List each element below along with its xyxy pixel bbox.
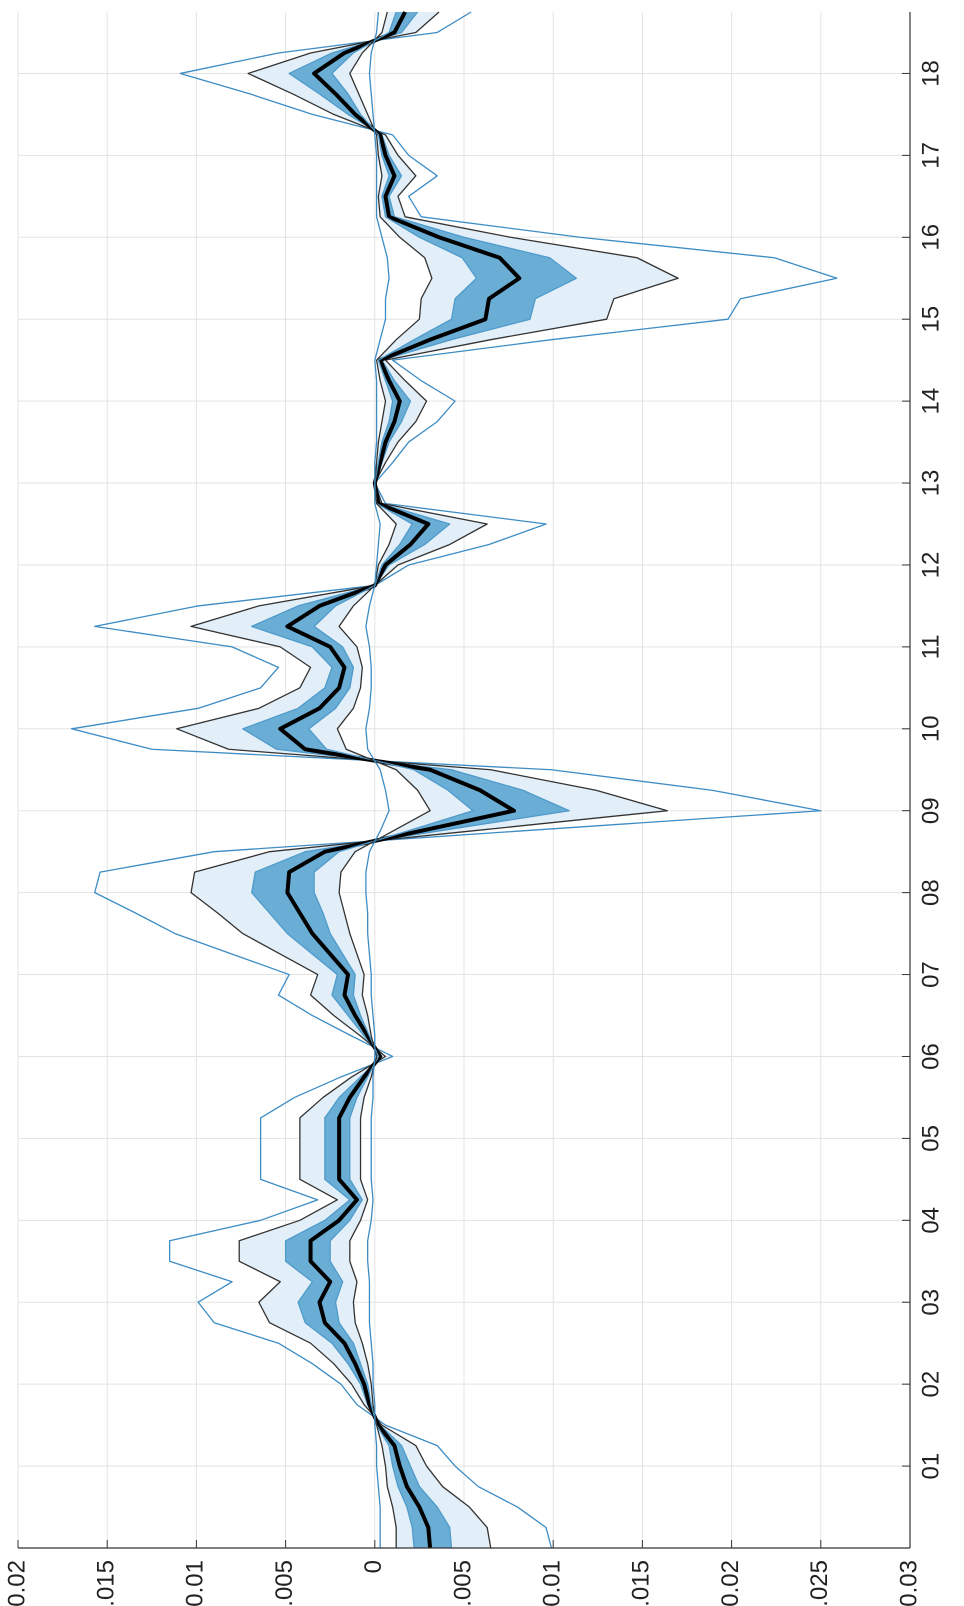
time-tick-label: 03 [917,1289,944,1316]
value-tick-label: 0.02 [3,1560,30,1606]
value-tick-label: -0.03 [895,1560,922,1606]
band-edge [336,11,433,1548]
time-tick-label: 02 [917,1371,944,1398]
value-tick-label: -0.02 [717,1560,744,1606]
value-tick-label: -0.025 [806,1560,833,1606]
time-tick-label: 13 [917,470,944,497]
time-tick-label: 14 [917,388,944,415]
time-tick-label: 17 [917,142,944,169]
value-tick-label: 0.005 [271,1560,298,1606]
band [242,12,577,1548]
time-tick-label: 11 [917,634,944,659]
time-tick-label: 04 [917,1207,944,1234]
value-tick-label: 0 [360,1560,387,1573]
time-tick-label: 18 [917,60,944,87]
band-edge [242,11,578,1549]
time-tick-label: 07 [917,961,944,988]
value-tick-label: -0.015 [628,1560,655,1606]
time-tick-label: 16 [917,224,944,251]
time-tick-label: 10 [917,715,944,742]
band-edge [176,11,679,1549]
time-tick-label: 12 [917,552,944,579]
time-tick-label: 09 [917,797,944,824]
band-edge [70,11,838,1549]
value-tick-label: -0.01 [539,1560,566,1606]
value-tick-label: 0.01 [182,1560,209,1606]
band-edge [365,11,390,1548]
band-edge [308,11,478,1549]
value-tick-label: 0.015 [93,1560,120,1606]
time-tick-label: 08 [917,879,944,906]
median-line [278,11,522,1549]
band [176,12,679,1548]
time-tick-label: 06 [917,1043,944,1070]
time-tick-label: 15 [917,306,944,333]
time-tick-label: 05 [917,1125,944,1152]
value-tick-label: -0.005 [449,1560,476,1606]
time-tick-label: 01 [917,1453,944,1480]
